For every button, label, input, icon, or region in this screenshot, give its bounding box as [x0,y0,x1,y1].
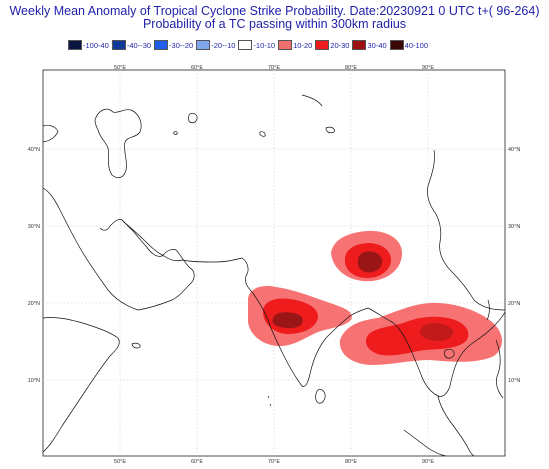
prob-area-30-40 [357,251,383,273]
legend-label: 10-20 [293,40,313,50]
lon-label-top: 90°E [422,65,434,71]
legend-label: -20--10 [211,40,236,50]
legend-label: -10-10 [253,40,276,50]
legend-swatch [278,40,293,50]
legend-item: -100-40 [68,40,109,50]
lon-label-top: 60°E [191,65,203,71]
lon-label-bottom: 70°E [268,459,280,465]
taiwan-coast [486,299,490,321]
black-sea-coast [43,124,59,143]
lon-label-top: 50°E [114,65,126,71]
legend-label: -40--30 [126,40,152,50]
socotra-coast [131,342,141,349]
legend-label: 30-40 [367,40,387,50]
legend-item: 40-100 [389,40,429,50]
legend-item: -40--30 [111,40,152,50]
axis-tick-labels: 50°E 60°E 70°E 80°E 90°E 50°E 60°E 70°E … [28,65,521,465]
lat-label-left: 20°N [28,301,40,307]
lon-label-top: 70°E [268,65,280,71]
prob-area-30-40 [420,323,454,342]
lon-label-bottom: 90°E [422,459,434,465]
malay-peninsula-coast [437,395,475,456]
lat-label-right: 10°N [508,378,520,384]
aral-sea-coast [187,113,198,124]
lake-coast [325,126,335,134]
lat-label-left: 30°N [28,224,40,230]
lake-coast [259,131,266,137]
hainan-coast [443,348,455,359]
lon-label-top: 80°E [345,65,357,71]
prob-area-30-40 [272,312,303,329]
sri-lanka-coast [315,389,326,404]
legend-swatch [315,40,330,50]
sumatra-coast [403,429,447,456]
legend-item: 10-20 [278,40,312,50]
lat-label-right: 40°N [508,147,520,153]
legend-swatch [68,40,82,50]
graticule [43,70,505,456]
legend-item: 20-30 [315,40,349,50]
legend-swatch [389,40,404,50]
lat-label-left: 10°N [28,378,40,384]
caspian-sea-coast [94,108,142,179]
lat-label-right: 20°N [508,301,520,307]
persian-gulf-coast [121,219,183,262]
lake-coast [173,131,178,135]
chart-title: Weekly Mean Anomaly of Tropical Cyclone … [9,4,540,18]
probability-shading [248,230,503,365]
legend-label: -30--20 [169,40,194,50]
legend-swatch [352,40,367,50]
legend-swatch [111,40,126,50]
legend-item: -20--10 [196,40,235,50]
legend-label: -100-40 [83,40,109,50]
legend-item: -10-10 [238,40,275,50]
legend-item: 30-40 [352,40,387,50]
lat-label-left: 40°N [28,147,40,153]
lon-label-bottom: 50°E [114,459,126,465]
legend-swatch [154,40,169,50]
lat-label-right: 30°N [508,224,520,230]
indochina-coast [367,307,505,397]
legend-item: -30--20 [154,40,193,50]
lon-label-bottom: 60°E [191,459,203,465]
maldives-coast [267,395,272,407]
coastlines [43,94,505,456]
iran-pakistan-coast [181,257,253,293]
china-east-coast [427,149,505,311]
lon-label-bottom: 80°E [345,459,357,465]
legend-swatch [238,40,253,50]
color-legend: -100-40 -40--30 -30--20 -20--10 -10-10 1… [68,39,431,51]
horn-of-africa-coast [43,317,120,453]
philippines-coast [495,339,504,399]
legend-swatch [196,40,211,50]
legend-label: 40-100 [404,40,429,50]
lake-balkhash-coast [301,94,323,107]
legend-label: 20-30 [330,40,350,50]
chart-subtitle: Probability of a TC passing within 300km… [142,17,407,31]
india-coast [251,291,369,387]
